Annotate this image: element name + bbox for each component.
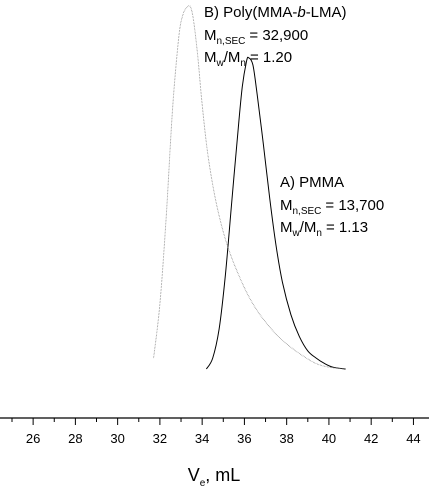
x-tick-label: 32 [153,431,167,446]
x-axis-title: Ve, mL [188,465,241,489]
annotation-a-mn: Mn,SEC = 13,700 [280,197,384,217]
x-tick-label: 28 [68,431,82,446]
x-tick-label: 34 [195,431,209,446]
curves-layer [153,5,346,370]
annotation-b-pdi: Mw/Mn = 1.20 [204,49,292,69]
x-tick-label: 42 [364,431,378,446]
annotation-b-mn: Mn,SEC = 32,900 [204,27,308,47]
annotation-b: B) Poly(MMA-b-LMA) Mn,SEC = 32,900 Mw/Mn =… [204,4,347,69]
x-axis: 26 28 30 32 34 36 38 40 42 44 [0,417,429,446]
annotation-a-title: A) PMMA [280,174,344,191]
x-tick-label: 44 [406,431,420,446]
series-line-poly-mma-b-lma [153,5,346,370]
annotation-a-pdi: Mw/Mn = 1.13 [280,219,368,239]
x-tick-label: 36 [237,431,251,446]
x-tick-label: 30 [110,431,124,446]
x-tick-label: 40 [322,431,336,446]
series-line-pmma [205,56,346,370]
x-tick-label: 38 [279,431,293,446]
annotation-a: A) PMMA Mn,SEC = 13,700 Mw/Mn = 1.13 [280,174,384,239]
x-tick-label: 26 [26,431,40,446]
annotation-b-title: B) Poly(MMA-b-LMA) [204,4,347,21]
